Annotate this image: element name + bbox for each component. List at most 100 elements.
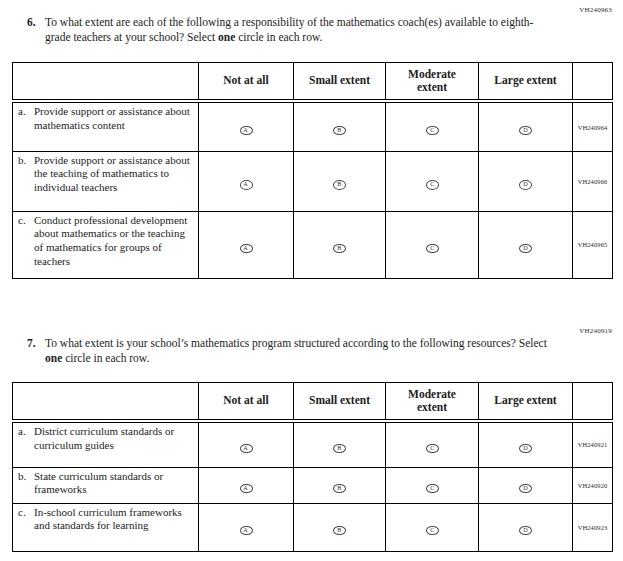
answer-bubble-a[interactable]: A (240, 526, 253, 536)
bubble-letter: B (337, 182, 341, 188)
answer-bubble-d[interactable]: D (519, 126, 532, 136)
item-code: VH240965 (573, 211, 613, 278)
option-cell-large-extent: D (479, 503, 573, 551)
answer-bubble-b[interactable]: B (333, 126, 346, 136)
option-cell-moderate-extent: C (386, 421, 479, 467)
answer-bubble-b[interactable]: B (333, 526, 346, 536)
bubble-letter: C (430, 182, 434, 188)
bubble-letter: C (430, 528, 434, 534)
header-stub (13, 62, 199, 101)
row-label: District curriculum standards or curricu… (34, 425, 194, 452)
answer-bubble-c[interactable]: C (426, 526, 439, 536)
table-row: c.In-school curriculum frameworks and st… (13, 503, 613, 551)
question6-text: To what extent are each of the following… (45, 15, 553, 45)
row-label: Conduct professional development about m… (34, 214, 194, 269)
answer-bubble-d[interactable]: D (519, 180, 532, 190)
option-cell-moderate-extent: C (386, 151, 479, 211)
option-cell-not-at-all: A (199, 503, 294, 551)
option-cell-large-extent: D (479, 151, 573, 211)
option-cell-small-extent: B (294, 467, 386, 503)
question7-header-row: Not at all Small extent Moderate extent … (13, 382, 613, 421)
question6: 6. To what extent are each of the follow… (0, 15, 623, 45)
row-label: State curriculum standards or frameworks (34, 470, 194, 497)
option-cell-large-extent: D (479, 421, 573, 467)
answer-bubble-a[interactable]: A (240, 444, 253, 454)
option-cell-moderate-extent: C (386, 503, 479, 551)
option-cell-moderate-extent: C (386, 211, 479, 278)
bubble-letter: A (244, 182, 248, 188)
option-cell-moderate-extent: C (386, 467, 479, 503)
row-letter: c. (18, 214, 34, 269)
column-header-not-at-all: Not at all (199, 382, 294, 421)
answer-bubble-c[interactable]: C (426, 444, 439, 454)
table-row: c.Conduct professional development about… (13, 211, 613, 278)
bubble-letter: C (430, 245, 434, 251)
question6-text-after: circle in each row. (235, 31, 322, 43)
bubble-letter: A (244, 445, 248, 451)
answer-bubble-c[interactable]: C (426, 244, 439, 254)
question7-text-before: To what extent is your school’s mathemat… (45, 337, 547, 349)
answer-bubble-d[interactable]: D (519, 526, 532, 536)
bubble-letter: C (430, 445, 434, 451)
column-header-moderate-extent: Moderate extent (386, 382, 479, 421)
answer-bubble-a[interactable]: A (240, 484, 253, 494)
answer-bubble-d[interactable]: D (519, 244, 532, 254)
row-letter: a. (18, 425, 34, 452)
answer-bubble-a[interactable]: A (240, 244, 253, 254)
row-label: Provide support or assistance about the … (34, 154, 194, 195)
bubble-letter: D (523, 528, 527, 534)
bubble-letter: B (337, 486, 341, 492)
bubble-letter: B (337, 245, 341, 251)
bubble-letter: B (337, 127, 341, 133)
answer-bubble-c[interactable]: C (426, 126, 439, 136)
answer-bubble-b[interactable]: B (333, 444, 346, 454)
answer-bubble-a[interactable]: A (240, 180, 253, 190)
row-label-cell: b.State curriculum standards or framewor… (13, 467, 199, 503)
column-header-small-extent: Small extent (294, 382, 386, 421)
answer-bubble-c[interactable]: C (426, 484, 439, 494)
option-cell-large-extent: D (479, 467, 573, 503)
table-row: a.District curriculum standards or curri… (13, 421, 613, 467)
option-cell-small-extent: B (294, 421, 386, 467)
question7-text: To what extent is your school’s mathemat… (45, 336, 553, 366)
answer-bubble-d[interactable]: D (519, 484, 532, 494)
question7-emphasis: one (45, 352, 62, 364)
bubble-letter: D (523, 486, 527, 492)
row-label: Provide support or assistance about math… (34, 105, 194, 132)
answer-bubble-c[interactable]: C (426, 180, 439, 190)
option-cell-large-extent: D (479, 101, 573, 151)
row-label-cell: a.District curriculum standards or curri… (13, 421, 199, 467)
answer-bubble-b[interactable]: B (333, 180, 346, 190)
option-cell-not-at-all: A (199, 101, 294, 151)
question6-emphasis: one (218, 31, 235, 43)
bubble-letter: D (523, 245, 527, 251)
question7-form-code: VH240919 (0, 279, 623, 335)
header-code-stub (573, 62, 613, 101)
bubble-letter: A (244, 528, 248, 534)
question6-table: Not at all Small extent Moderate extent … (12, 62, 613, 279)
option-cell-large-extent: D (479, 211, 573, 278)
answer-bubble-b[interactable]: B (333, 484, 346, 494)
question7-table: Not at all Small extent Moderate extent … (12, 382, 613, 552)
row-label: In-school curriculum frameworks and stan… (34, 506, 194, 533)
row-letter: a. (18, 105, 34, 132)
bubble-letter: A (244, 127, 248, 133)
option-cell-small-extent: B (294, 101, 386, 151)
column-header-large-extent: Large extent (479, 62, 573, 101)
table-row: a.Provide support or assistance about ma… (13, 101, 613, 151)
header-code-stub (573, 382, 613, 421)
question6-header-row: Not at all Small extent Moderate extent … (13, 62, 613, 101)
question6-form-code: VH240963 (0, 0, 623, 14)
answer-bubble-d[interactable]: D (519, 444, 532, 454)
option-cell-not-at-all: A (199, 211, 294, 278)
bubble-letter: C (430, 127, 434, 133)
answer-bubble-a[interactable]: A (240, 126, 253, 136)
row-label-cell: c.In-school curriculum frameworks and st… (13, 503, 199, 551)
item-code: VH240964 (573, 101, 613, 151)
row-letter: b. (18, 470, 34, 497)
bubble-letter: D (523, 127, 527, 133)
row-label-cell: a.Provide support or assistance about ma… (13, 101, 199, 151)
bubble-letter: B (337, 528, 341, 534)
column-header-small-extent: Small extent (294, 62, 386, 101)
answer-bubble-b[interactable]: B (333, 244, 346, 254)
